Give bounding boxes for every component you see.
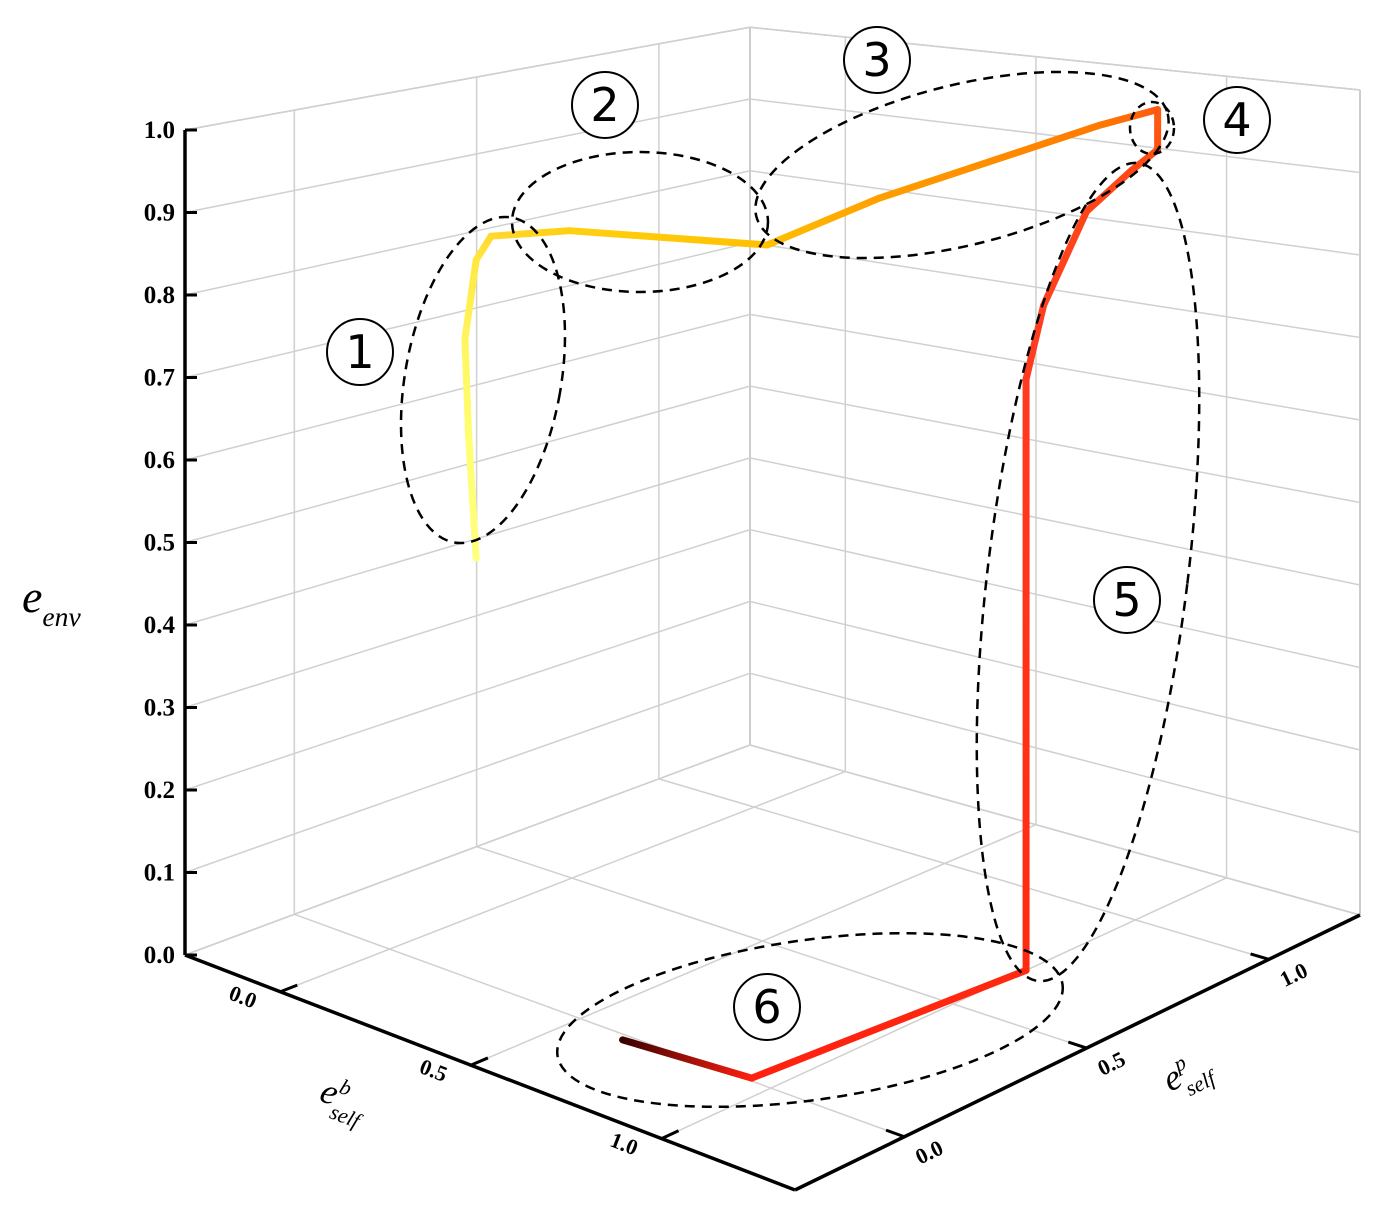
grid xyxy=(184,26,1361,1140)
annotation-label: 5 xyxy=(1112,573,1141,627)
z-tick-label: 0.3 xyxy=(144,695,175,722)
grid-line xyxy=(280,770,846,993)
z-tick-label: 0.4 xyxy=(144,612,176,639)
annotations: 1 2 3 4 5 6 xyxy=(326,26,1271,1109)
annotation-circle xyxy=(571,71,639,139)
trajectory-segment xyxy=(465,433,480,562)
trajectory-segment xyxy=(461,256,480,343)
annotation-label: 1 xyxy=(345,325,374,379)
grid-line xyxy=(184,313,1361,461)
annotation-ellipse xyxy=(1128,100,1176,156)
z-tick-label: 0.9 xyxy=(144,200,175,227)
z-tick-label: 0.2 xyxy=(144,777,175,804)
grid-line xyxy=(658,778,1270,961)
annotation-label: 4 xyxy=(1222,93,1251,147)
trajectory xyxy=(461,106,1162,1082)
grid-line xyxy=(184,170,1361,296)
z-tick-label: 0.8 xyxy=(144,282,175,309)
z-tick-label: 0.7 xyxy=(144,365,175,392)
grid-line xyxy=(294,913,905,1138)
trajectory-segment xyxy=(763,194,884,249)
axis-label: ebself xyxy=(312,1069,376,1134)
z-tick-label: 0.5 xyxy=(144,530,175,557)
annotation-ellipse xyxy=(510,150,770,294)
annotation-label: 3 xyxy=(862,33,891,87)
grid-line xyxy=(184,672,1361,874)
annotation-circle xyxy=(733,973,801,1041)
z-tick-label: 0.6 xyxy=(144,447,175,474)
axis-label-base: e xyxy=(22,571,42,622)
annotation-circle xyxy=(1093,566,1161,634)
annotation-label: 6 xyxy=(752,980,781,1034)
trajectory-segment xyxy=(619,1036,756,1082)
annotation-ellipse xyxy=(399,215,567,545)
annotation-circle xyxy=(843,26,911,94)
grid-line xyxy=(661,877,1227,1140)
trajectory-segment xyxy=(1095,106,1162,130)
trajectory-segment xyxy=(461,335,473,441)
trajectory-segment xyxy=(1022,301,1048,383)
x-tick-label: 0.0 xyxy=(226,980,261,1013)
axes: 0.0 0.1 0.2 0.3 0.4 0.5 0.6 0.7 0.8 0.9 1.0 0.0 0.5 1… xyxy=(144,117,1361,1192)
y-tick-label: 0.0 xyxy=(911,1135,947,1170)
axis-labels: eenv ebself epself xyxy=(22,571,1222,1134)
grid-line xyxy=(184,98,1361,214)
x-tick xyxy=(470,1056,489,1067)
annotation-ellipse xyxy=(555,931,1065,1109)
grid-line xyxy=(184,457,1361,626)
grid-line xyxy=(184,744,1361,956)
x-tick-label: 0.5 xyxy=(416,1054,451,1087)
y-tick xyxy=(885,1128,905,1139)
axis-label: eenv xyxy=(22,571,81,632)
annotation-circle xyxy=(326,318,394,386)
x-tick xyxy=(279,983,298,994)
grid-line xyxy=(184,528,1361,709)
z-tick-label: 1.0 xyxy=(144,117,175,144)
annotation-ellipse xyxy=(754,70,1170,260)
z-tick-label: 0.0 xyxy=(144,942,175,969)
annotation-label: 2 xyxy=(590,78,619,132)
axis-label: epself xyxy=(1155,1041,1221,1108)
y-tick xyxy=(1250,952,1270,961)
grid-line xyxy=(184,600,1361,791)
x-tick xyxy=(660,1129,680,1140)
z-tick-label: 0.1 xyxy=(144,860,175,887)
y-tick-label: 0.5 xyxy=(1093,1046,1129,1081)
grid-line xyxy=(476,845,1087,1049)
trajectory-segment xyxy=(748,966,1030,1082)
trajectory-segment xyxy=(1128,146,1162,174)
trajectory-segment xyxy=(876,122,1103,202)
y-tick xyxy=(1067,1040,1088,1050)
trajectory-segment xyxy=(565,227,771,249)
x-tick-label: 1.0 xyxy=(607,1127,642,1160)
y-tick-label: 1.0 xyxy=(1276,957,1312,992)
axis-label-sub: env xyxy=(42,601,81,632)
grid-line xyxy=(470,823,1037,1066)
trajectory-segment xyxy=(1040,207,1091,309)
x-axis xyxy=(184,953,796,1192)
grid-line xyxy=(184,385,1361,544)
y-axis xyxy=(794,913,1361,1192)
annotation-ellipse xyxy=(975,161,1201,983)
axis-label-sub: self xyxy=(327,1100,366,1134)
grid-line xyxy=(184,26,1361,131)
trajectory-segment xyxy=(487,227,573,240)
trajectory-segment xyxy=(472,232,495,264)
annotation-circle xyxy=(1203,86,1271,154)
